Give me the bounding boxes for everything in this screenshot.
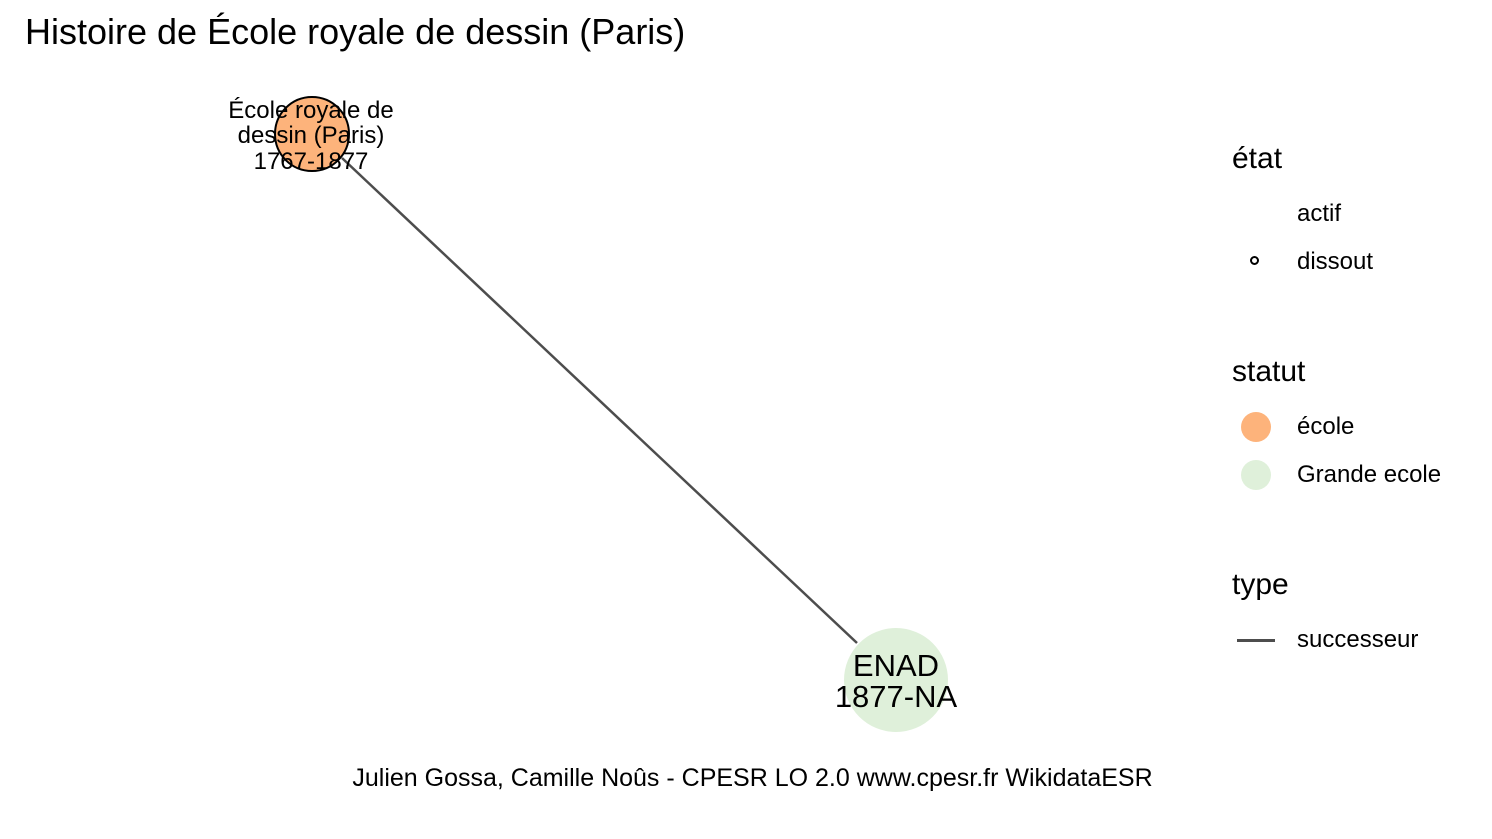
legend-label-successeur: successeur (1297, 626, 1419, 653)
legend-item-grande-ecole: Grande ecole (1232, 451, 1487, 499)
legend-item-dissout: dissout (1232, 238, 1487, 286)
legend-key-dissout (1232, 238, 1280, 286)
legend-key-actif (1232, 190, 1280, 238)
legend-type-title: type (1232, 568, 1289, 601)
legend-key-successeur (1232, 616, 1280, 664)
node-enad (844, 628, 948, 732)
edge-successeur (341, 157, 858, 644)
legend-etat-title: état (1232, 142, 1283, 175)
legend-label-dissout: dissout (1297, 248, 1374, 275)
legend-label-grande-ecole: Grande ecole (1297, 461, 1442, 488)
legend-statut-title: statut (1232, 355, 1306, 388)
legend-key-ecole (1232, 403, 1280, 451)
node-enad-label-dates: 1877-NA (835, 679, 958, 714)
legend-label-ecole: école (1297, 413, 1355, 440)
legend-key-grande-ecole (1232, 451, 1280, 499)
legend-etat: état actif dissout (1232, 140, 1487, 286)
legend: état actif dissout statut école Grande e… (1232, 140, 1487, 664)
legend-item-ecole: école (1232, 403, 1487, 451)
legend-label-actif: actif (1297, 200, 1342, 227)
node-ecole-royale (274, 96, 350, 172)
legend-item-actif: actif (1232, 190, 1487, 238)
chart-title: Histoire de École royale de dessin (Pari… (25, 11, 686, 52)
node-ecole-royale-label-line-1: École royale de (228, 97, 393, 124)
caption: Julien Gossa, Camille Noûs - CPESR LO 2.… (352, 764, 1153, 792)
legend-statut: statut école Grande ecole (1232, 353, 1487, 499)
node-ecole-royale-label-line-2: dessin (Paris) (238, 122, 385, 149)
legend-type: type successeur (1232, 566, 1487, 664)
node-ecole-royale-label-dates: 1767-1877 (254, 148, 369, 175)
legend-item-successeur: successeur (1232, 616, 1487, 664)
node-enad-label-name: ENAD (853, 648, 939, 683)
